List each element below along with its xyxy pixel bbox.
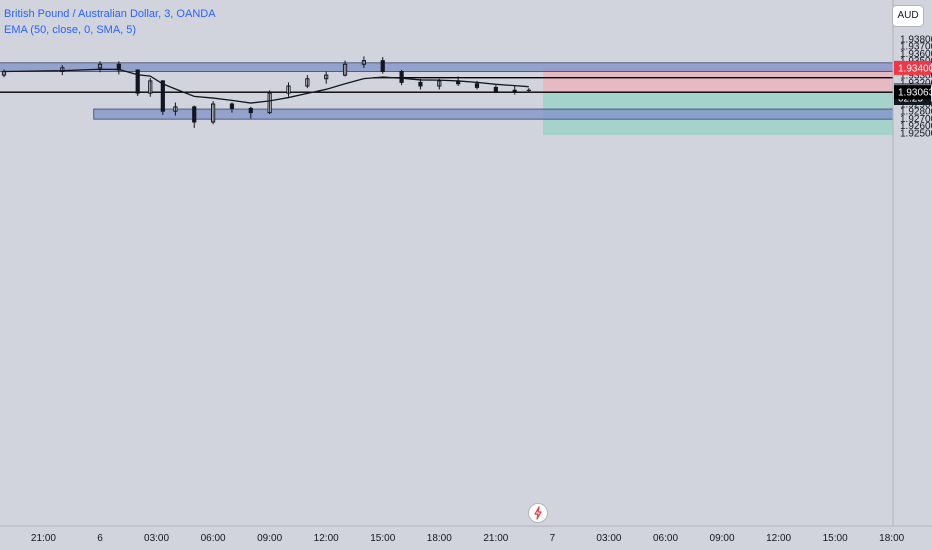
candle xyxy=(493,85,498,94)
time-tick-label: 7 xyxy=(550,533,556,544)
price-label-level xyxy=(894,85,931,100)
time-tick-label: 15:00 xyxy=(370,533,395,544)
supply-zone xyxy=(0,62,894,72)
candle xyxy=(192,105,197,128)
price-label-stop xyxy=(894,60,931,75)
time-tick-label: 03:00 xyxy=(596,533,621,544)
price-label-level-text: 1.93063 xyxy=(898,88,932,99)
price-tick-label: 1.93800 xyxy=(900,35,932,46)
candle xyxy=(97,61,103,73)
candle xyxy=(526,88,531,93)
candle xyxy=(135,69,140,97)
price-tick-label: 1.92700 xyxy=(900,114,932,125)
candle xyxy=(211,101,216,125)
price-tick-label: 1.93600 xyxy=(900,49,932,60)
candle xyxy=(248,106,253,119)
price-tick-label: 1.93700 xyxy=(900,42,932,53)
price-tick-label: 1.93300 xyxy=(900,71,932,82)
time-tick-label: 15:00 xyxy=(823,533,848,544)
price-tick-label: 1.93200 xyxy=(900,78,932,89)
time-tick-label: 21:00 xyxy=(483,533,508,544)
time-tick-label: 09:00 xyxy=(710,533,735,544)
time-tick-label: 12:00 xyxy=(766,533,791,544)
candle xyxy=(229,102,235,113)
lightning-icon[interactable] xyxy=(528,503,548,523)
candle xyxy=(173,102,178,116)
stop-loss-zone xyxy=(542,67,893,92)
candle xyxy=(286,82,291,97)
candle xyxy=(160,80,165,115)
indicator-legend[interactable]: EMA (50, close, 0, SMA, 5) xyxy=(4,24,137,36)
candle xyxy=(305,75,310,89)
time-tick-label: 06:00 xyxy=(201,533,226,544)
candle xyxy=(380,57,385,74)
time-tick-label: 18:00 xyxy=(879,533,904,544)
time-tick-label: 12:00 xyxy=(314,533,339,544)
candle xyxy=(267,90,272,115)
price-tick-label: 1.92500 xyxy=(900,128,932,139)
candle xyxy=(324,71,329,84)
time-tick-label: 09:00 xyxy=(257,533,282,544)
time-tick-label: 21:00 xyxy=(31,533,56,544)
ema-line xyxy=(3,68,529,104)
symbol-title[interactable]: British Pound / Australian Dollar, 3, OA… xyxy=(4,8,216,20)
candle xyxy=(512,85,517,95)
candle xyxy=(342,60,348,77)
time-tick-label: 6 xyxy=(97,533,103,544)
candle xyxy=(148,77,153,97)
price-tick-label: 1.92600 xyxy=(900,121,932,132)
time-tick-label: 18:00 xyxy=(427,533,452,544)
currency-button[interactable]: AUD xyxy=(892,5,924,27)
price-tick-label: 1.92800 xyxy=(900,107,932,118)
time-tick-label: 03:00 xyxy=(144,533,169,544)
candle xyxy=(361,56,366,68)
price-label-stop-text: 1.93400 xyxy=(898,63,932,74)
time-tick-label: 06:00 xyxy=(653,533,678,544)
